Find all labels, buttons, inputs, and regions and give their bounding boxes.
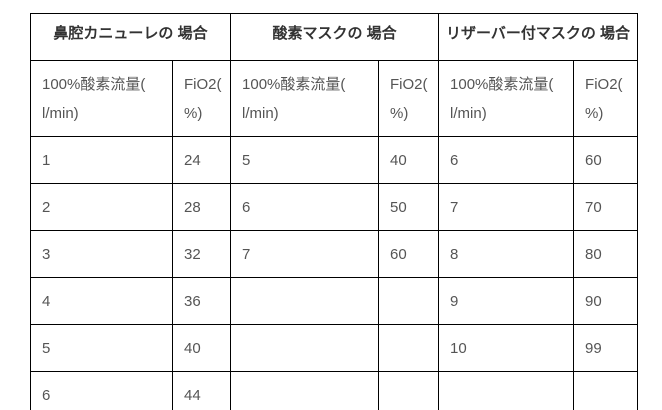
table-cell	[230, 324, 380, 372]
section-header-nasal-cannula: 鼻腔カニューレの 場合	[29, 13, 232, 61]
table-cell: 9	[438, 277, 575, 325]
table-cell: 6	[30, 371, 173, 410]
section-header-row: 鼻腔カニューレの 場合 酸素マスクの 場合 リザーバー付マスクの 場合	[29, 13, 639, 61]
table-cell: 10	[438, 324, 575, 372]
table-cell: 7	[230, 230, 380, 278]
table-row: 2 28 6 50 7 70	[30, 183, 639, 231]
table-cell: 7	[438, 183, 575, 231]
subheader-fio2: FiO2( %)	[171, 60, 232, 137]
table-cell	[378, 371, 440, 410]
column-subheader-row: 100%酸素流量( l/min) FiO2( %) 100%酸素流量( l/mi…	[30, 60, 639, 137]
table-cell	[438, 371, 575, 410]
table-cell: 90	[573, 277, 639, 325]
table-cell: 60	[378, 230, 440, 278]
table-cell: 3	[30, 230, 173, 278]
table-cell: 8	[438, 230, 575, 278]
table-cell: 50	[378, 183, 440, 231]
table-cell: 28	[171, 183, 232, 231]
table-cell: 40	[378, 136, 440, 184]
table-cell: 99	[573, 324, 639, 372]
table-row: 4 36 9 90	[30, 277, 639, 325]
table-cell: 1	[30, 136, 173, 184]
table-cell: 24	[171, 136, 232, 184]
table-row: 3 32 7 60 8 80	[30, 230, 639, 278]
table-cell: 44	[171, 371, 232, 410]
subheader-flow: 100%酸素流量( l/min)	[30, 60, 173, 137]
table-cell: 70	[573, 183, 639, 231]
table-cell: 80	[573, 230, 639, 278]
table-cell	[230, 277, 380, 325]
table-cell	[378, 324, 440, 372]
table-cell	[378, 277, 440, 325]
subheader-fio2: FiO2( %)	[378, 60, 440, 137]
table-cell	[230, 371, 380, 410]
table-cell: 60	[573, 136, 639, 184]
oxygen-fio2-table: 鼻腔カニューレの 場合 酸素マスクの 場合 リザーバー付マスクの 場合 100%…	[29, 13, 639, 410]
subheader-flow: 100%酸素流量( l/min)	[438, 60, 575, 137]
table-cell: 36	[171, 277, 232, 325]
table-row: 1 24 5 40 6 60	[30, 136, 639, 184]
subheader-flow: 100%酸素流量( l/min)	[230, 60, 380, 137]
table-cell: 2	[30, 183, 173, 231]
table-cell: 6	[438, 136, 575, 184]
table-cell: 4	[30, 277, 173, 325]
table-cell: 5	[30, 324, 173, 372]
table-cell: 40	[171, 324, 232, 372]
table-row: 5 40 10 99	[30, 324, 639, 372]
table-row: 6 44	[30, 371, 639, 410]
table-cell	[573, 371, 639, 410]
subheader-fio2: FiO2( %)	[573, 60, 639, 137]
table-cell: 6	[230, 183, 380, 231]
section-header-oxygen-mask: 酸素マスクの 場合	[230, 13, 440, 61]
section-header-reservoir-mask: リザーバー付マスクの 場合	[438, 13, 639, 61]
table-cell: 5	[230, 136, 380, 184]
table-cell: 32	[171, 230, 232, 278]
